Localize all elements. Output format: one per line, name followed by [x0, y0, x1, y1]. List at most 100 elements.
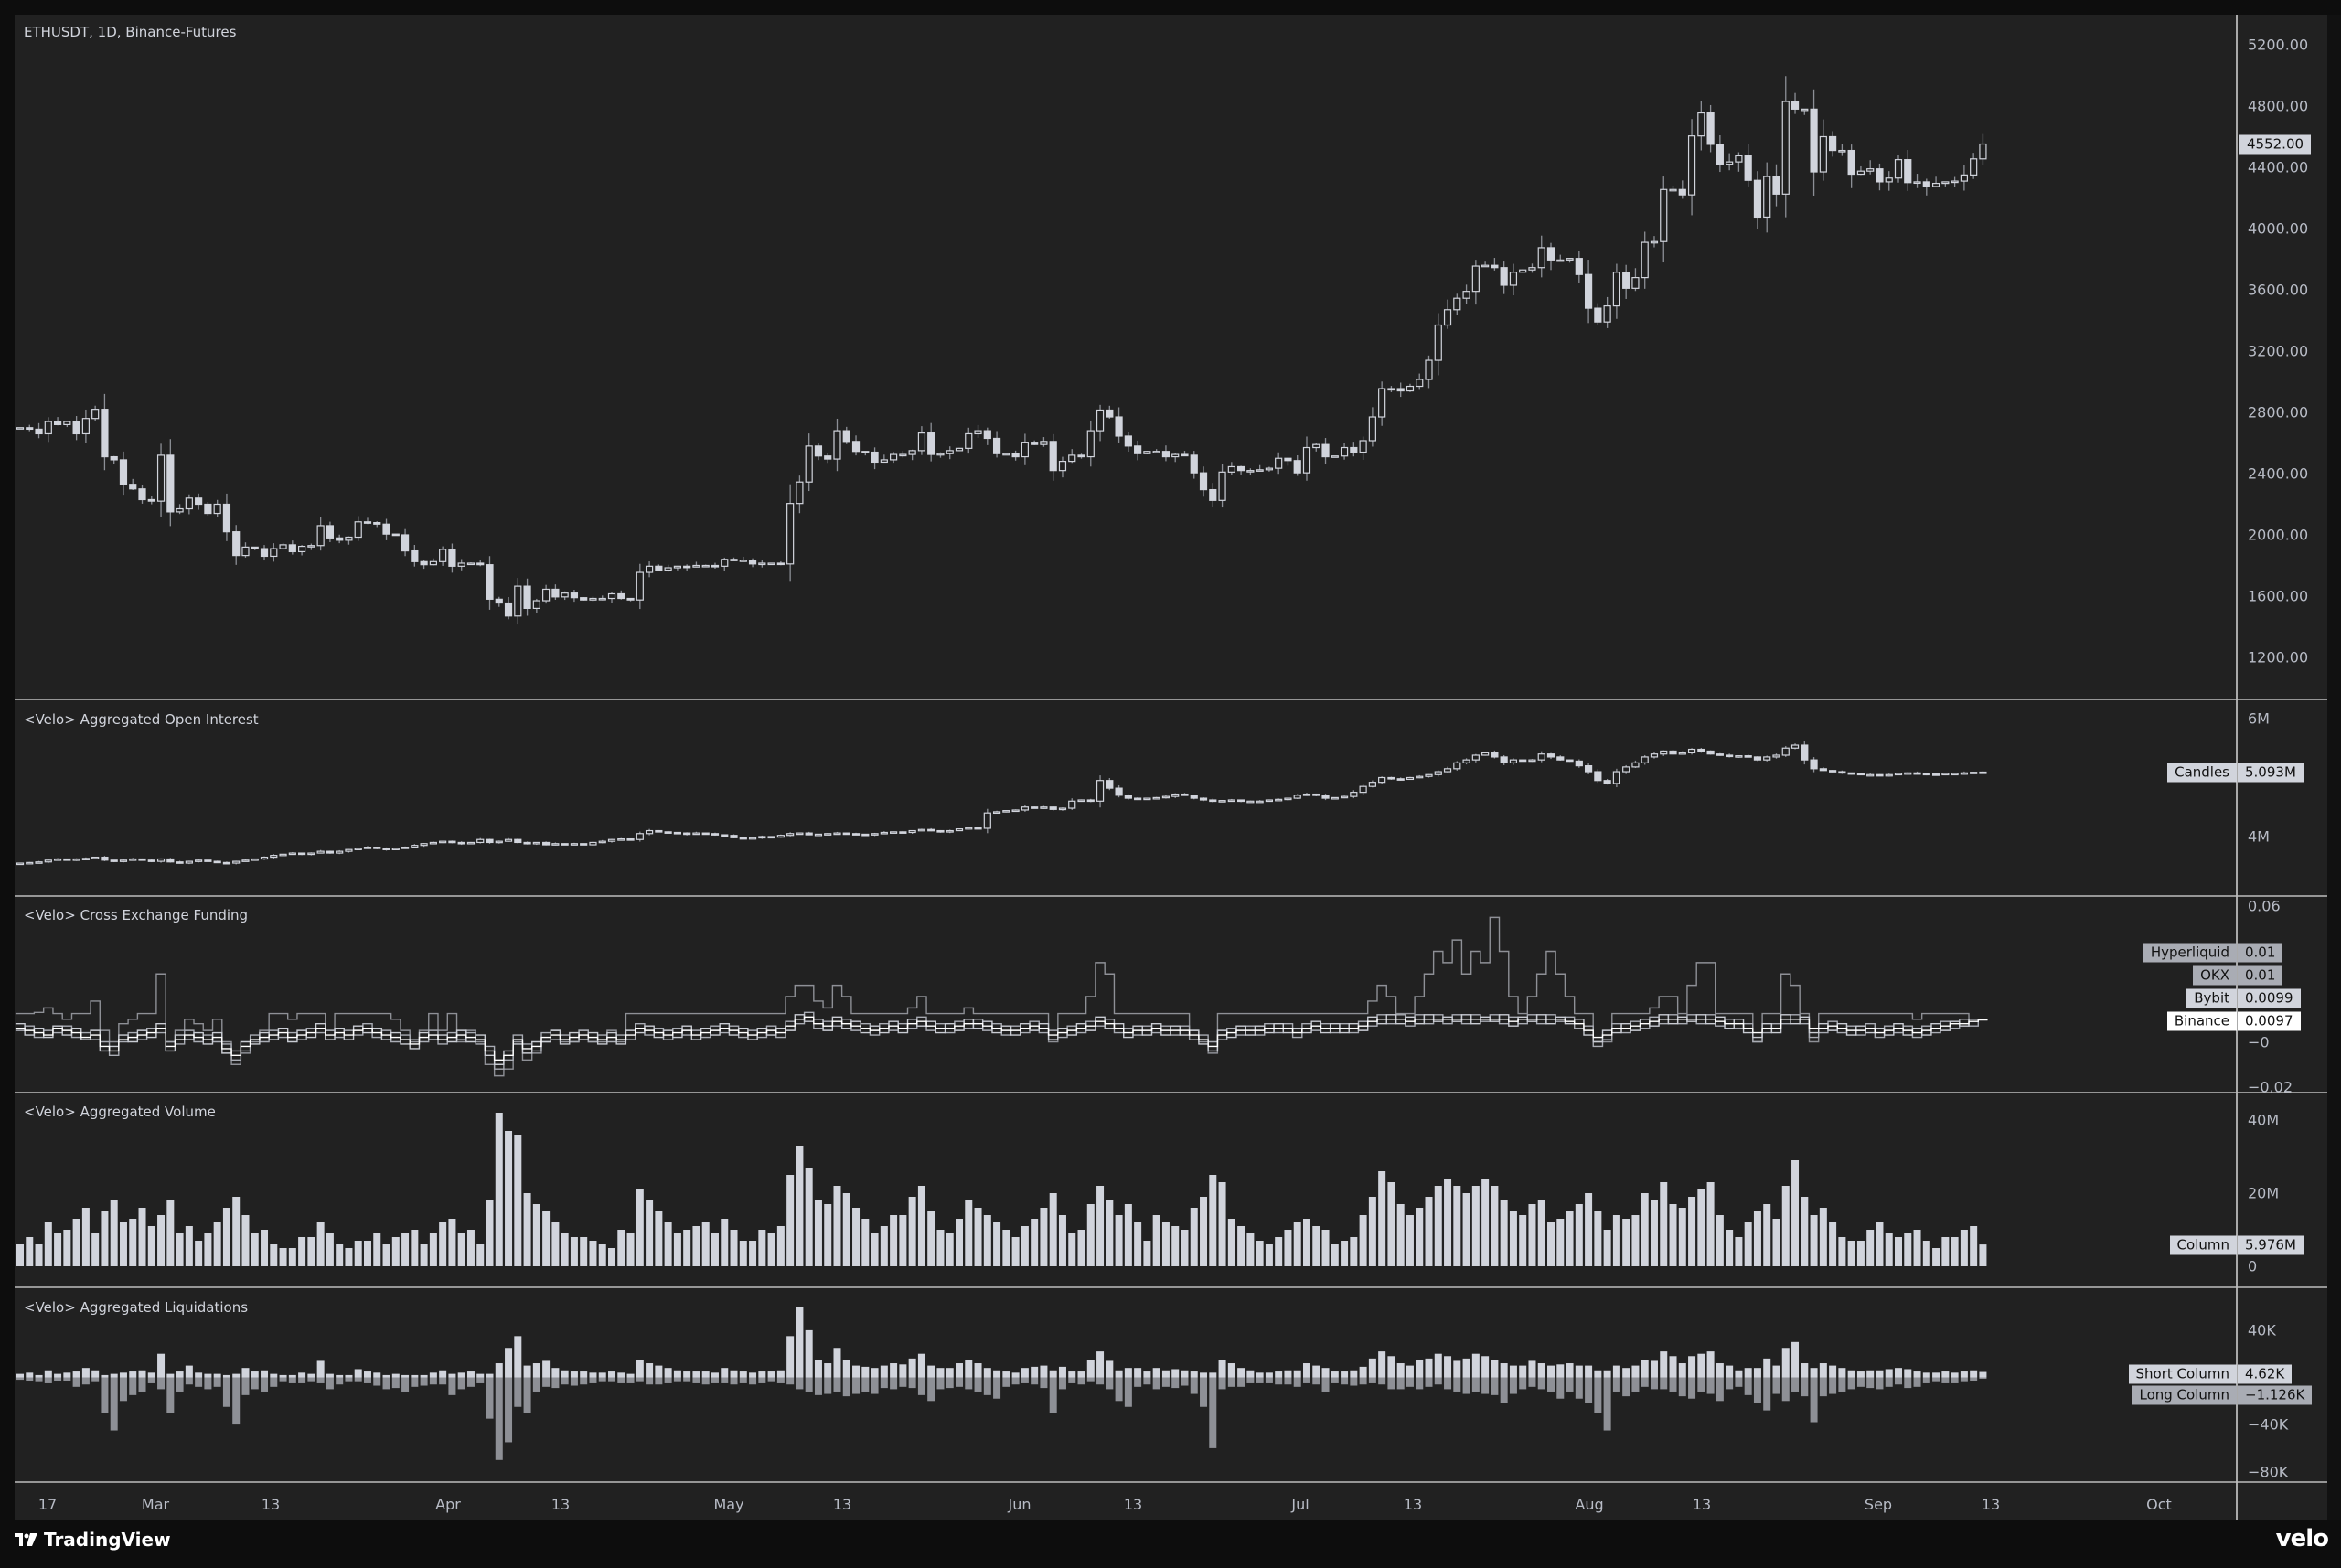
oi-up-candle [1509, 759, 1518, 763]
volume-bar [1124, 1204, 1132, 1266]
short-liquidation-bar [1838, 1368, 1846, 1378]
oi-down-candle [1847, 772, 1855, 775]
oi-down-candle [1209, 799, 1217, 803]
price-down-candle [1876, 168, 1884, 183]
short-liquidation-bar [1359, 1366, 1367, 1378]
volume-bar [673, 1233, 681, 1266]
short-liquidation-bar [420, 1374, 428, 1378]
volume-bar [457, 1233, 465, 1266]
volume-bar [1791, 1160, 1800, 1266]
short-liquidation-bar [871, 1368, 879, 1378]
short-liquidation-bar [1256, 1372, 1264, 1378]
price-down-candle [1678, 188, 1686, 196]
funding-axis-tick: −0.02 [2248, 1078, 2293, 1096]
volume-bar [1810, 1215, 1818, 1266]
oi-up-candle [16, 862, 25, 866]
price-down-candle [842, 430, 850, 443]
short-liquidation-bar [16, 1373, 24, 1378]
oi-down-candle [514, 838, 522, 844]
short-liquidation-bar [655, 1365, 663, 1378]
volume-bar [1265, 1244, 1273, 1266]
oi-down-candle [1931, 773, 1940, 776]
price-down-candle [776, 562, 785, 566]
volume-bar [833, 1186, 841, 1266]
long-liquidation-bar [608, 1377, 616, 1382]
long-liquidation-bar [26, 1377, 34, 1381]
volume-bar [1444, 1179, 1452, 1266]
oi-up-candle [185, 860, 193, 864]
time-axis-tick: Mar [141, 1496, 170, 1513]
volume-bar [589, 1241, 597, 1266]
short-liquidation-bar [1378, 1351, 1386, 1378]
oi-up-candle [1265, 799, 1274, 803]
long-liquidation-bar [1171, 1377, 1180, 1389]
short-liquidation-bar [1462, 1358, 1470, 1378]
oi-up-candle [1453, 762, 1461, 770]
oi-down-candle [1913, 772, 1921, 775]
volume-bar [1528, 1204, 1536, 1266]
volume-bar [664, 1222, 672, 1266]
short-liquidation-bar [457, 1372, 465, 1378]
long-liquidation-bar [833, 1377, 841, 1392]
price-up-candle [298, 545, 306, 553]
price-up-candle [1312, 443, 1320, 449]
volume-bar [551, 1222, 560, 1266]
price-up-candle [1227, 465, 1235, 473]
long-liquidation-bar [1678, 1377, 1686, 1397]
volume-bar [176, 1233, 184, 1266]
price-up-candle [532, 600, 540, 610]
price-down-candle [1753, 179, 1762, 219]
short-liquidation-bar [1895, 1368, 1902, 1378]
price-up-candle [241, 546, 250, 557]
oi-up-candle [1622, 766, 1630, 773]
short-liquidation-bar [35, 1374, 43, 1378]
long-liquidation-bar [1547, 1377, 1555, 1392]
price-pane-title: ETHUSDT, 1D, Binance-Futures [24, 24, 237, 40]
long-liquidation-bar [1904, 1377, 1912, 1389]
price-down-candle [129, 484, 137, 490]
oi-up-candle [1293, 795, 1301, 799]
long-liquidation-bar [1951, 1377, 1959, 1383]
price-down-candle [486, 564, 494, 600]
long-liquidation-bar [1124, 1377, 1132, 1407]
short-liquidation-bar [814, 1360, 822, 1378]
price-up-candle [1894, 159, 1903, 179]
long-liquidation-bar [270, 1377, 278, 1387]
short-liquidation-bar [983, 1368, 991, 1378]
oi-up-candle [1368, 782, 1376, 787]
long-liquidation-bar [1077, 1377, 1085, 1385]
price-up-candle [466, 562, 476, 566]
volume-bar [101, 1211, 109, 1266]
price-down-candle [1350, 446, 1358, 453]
oi-down-candle [138, 858, 146, 861]
price-up-candle [156, 454, 166, 502]
volume-bar [1143, 1241, 1151, 1266]
oi-down-candle [1726, 754, 1734, 758]
long-liquidation-bar [1735, 1377, 1743, 1387]
long-liquidation-bar [1519, 1377, 1527, 1390]
chart-frame[interactable] [15, 15, 2327, 1520]
oi-up-candle [1894, 773, 1903, 776]
short-liquidation-bar [1585, 1365, 1593, 1378]
long-liquidation-bar [1471, 1377, 1480, 1392]
volume-bar [1453, 1186, 1461, 1266]
price-up-candle [1660, 188, 1668, 242]
long-liquidation-bar [354, 1377, 362, 1382]
long-liquidation-bar [1434, 1377, 1442, 1385]
volume-bar [1387, 1182, 1395, 1266]
oi-down-candle [448, 840, 456, 844]
long-liquidation-bar [1697, 1377, 1705, 1392]
volume-bar [796, 1146, 804, 1266]
volume-bar [701, 1222, 710, 1266]
volume-bar [617, 1230, 625, 1266]
tradingview-logo[interactable]: TradingView [15, 1529, 171, 1551]
long-liquidation-bar [871, 1377, 879, 1394]
short-liquidation-bar [91, 1370, 100, 1378]
short-liquidation-bar [776, 1370, 785, 1378]
oi-down-candle [1801, 744, 1809, 761]
long-liquidation-bar [1227, 1377, 1235, 1387]
short-liquidation-bar [1086, 1360, 1095, 1378]
oi-down-candle [298, 852, 306, 856]
oi-up-candle [570, 843, 579, 846]
